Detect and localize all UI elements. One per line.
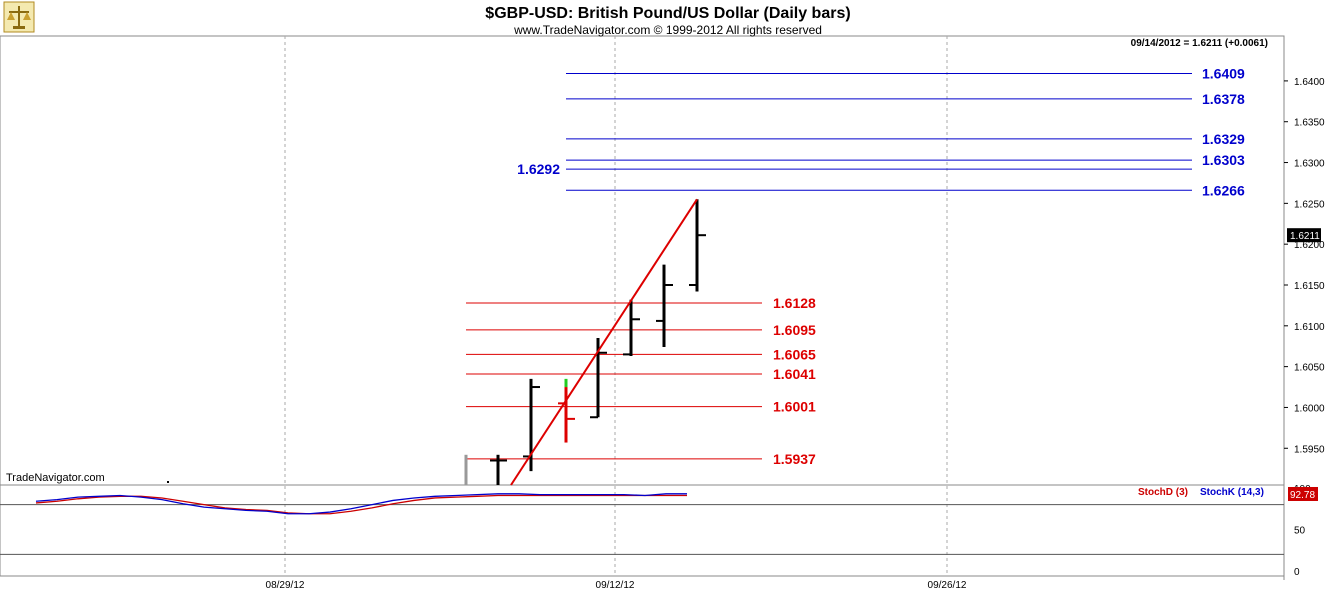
stoch-value-label: 92.78 xyxy=(1290,490,1315,501)
price-tick-label: 1.6400 xyxy=(1294,77,1325,88)
chart-marks: 1.59501.60001.60501.61001.61501.62001.62… xyxy=(0,66,1325,591)
price-tick-label: 1.5950 xyxy=(1294,444,1325,455)
stochk-line xyxy=(35,493,687,515)
price-tick-label: 1.6300 xyxy=(1294,159,1325,170)
resistance-label: 1.6292 xyxy=(517,161,560,177)
price-tick-label: 1.6200 xyxy=(1294,240,1325,251)
stoch-tick-label: 50 xyxy=(1294,526,1306,537)
chart-title: $GBP-USD: British Pound/US Dollar (Daily… xyxy=(485,5,850,22)
quote-readout: 09/14/2012 = 1.6211 (+0.0061) xyxy=(1131,38,1268,49)
support-label: 1.6128 xyxy=(773,295,816,311)
watermark-text: TradeNavigator.com xyxy=(6,472,105,484)
date-tick-label: 09/26/12 xyxy=(928,580,967,591)
price-tick-label: 1.6050 xyxy=(1294,363,1325,374)
scales-logo-icon[interactable] xyxy=(3,1,35,33)
stoch-tick-label: 0 xyxy=(1294,567,1300,578)
price-tick-label: 1.6350 xyxy=(1294,118,1325,129)
price-tick-label: 1.6100 xyxy=(1294,322,1325,333)
stochd-legend: StochD (3) xyxy=(1138,487,1188,498)
price-tick-label: 1.6000 xyxy=(1294,403,1325,414)
trend-line xyxy=(510,198,698,486)
stoch-value-badge xyxy=(1288,486,1318,501)
support-label: 1.5937 xyxy=(773,451,816,467)
date-grid xyxy=(284,36,948,576)
support-label: 1.6065 xyxy=(773,346,816,362)
price-tick-label: 1.6250 xyxy=(1294,199,1325,210)
resistance-label: 1.6329 xyxy=(1202,131,1245,147)
resistance-label: 1.6378 xyxy=(1202,91,1245,107)
last-price-badge xyxy=(1287,228,1321,243)
price-tick-label: 1.6150 xyxy=(1294,281,1325,292)
stochd-line xyxy=(35,494,687,515)
resistance-label: 1.6303 xyxy=(1202,152,1245,168)
stochk-legend: StochK (14,3) xyxy=(1200,487,1264,498)
copyright-text: www.TradeNavigator.com © 1999-2012 All r… xyxy=(513,23,822,37)
date-tick-label: 09/12/12 xyxy=(596,580,635,591)
date-tick-label: 08/29/12 xyxy=(266,580,305,591)
resistance-label: 1.6409 xyxy=(1202,66,1245,82)
last-price-label: 1.6211 xyxy=(1290,231,1320,242)
resistance-label: 1.6266 xyxy=(1202,182,1245,198)
support-label: 1.6095 xyxy=(773,322,816,338)
support-label: 1.6001 xyxy=(773,399,816,415)
support-label: 1.6041 xyxy=(773,366,816,382)
